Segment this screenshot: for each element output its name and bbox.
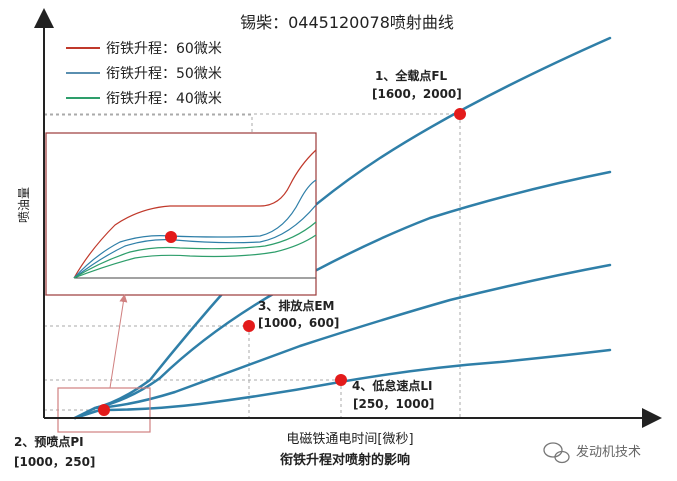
inset-curve-c <box>73 221 317 279</box>
marker-pi <box>98 404 110 416</box>
y-axis-label: 喷油量 <box>17 187 31 223</box>
chart-title: 锡柴：0445120078喷射曲线 <box>240 13 454 32</box>
zoom-box <box>57 387 151 433</box>
inset-curve-d <box>73 234 317 279</box>
legend-label-40: 衔铁升程：40微米 <box>106 91 222 107</box>
inset <box>43 114 317 296</box>
zoom-arrow <box>109 294 128 389</box>
label-li: 4、低怠速点LI <box>352 378 432 393</box>
coords-fl: [1600，2000] <box>372 87 462 101</box>
label-pi: 2、预喷点PI <box>14 434 84 449</box>
marker-em <box>243 320 255 332</box>
legend-label-60: 衔铁升程：60微米 <box>106 41 222 57</box>
inset-curves <box>73 149 317 279</box>
chart-subtitle: 衔铁升程对喷射的影响 <box>280 452 410 468</box>
guide-lines <box>44 113 461 418</box>
markers <box>98 108 466 416</box>
watermark: 发动机技术 <box>543 442 641 464</box>
coords-li: [250，1000] <box>353 397 434 411</box>
inset-marker <box>165 231 177 243</box>
label-em: 3、排放点EM <box>258 298 335 313</box>
axes <box>34 8 662 428</box>
point-labels: 1、全载点FL [1600，2000] 2、预喷点PI [1000，250] 3… <box>14 68 462 469</box>
inset-curve-a <box>73 179 317 279</box>
inset-curve-60 <box>73 149 317 279</box>
legend: 衔铁升程：60微米 衔铁升程：50微米 衔铁升程：40微米 <box>66 41 222 107</box>
watermark-text: 发动机技术 <box>576 444 641 460</box>
marker-li <box>335 374 347 386</box>
marker-fl <box>454 108 466 120</box>
x-axis-label: 电磁铁通电时间[微秒] <box>286 432 413 447</box>
coords-pi: [1000，250] <box>14 455 95 469</box>
wechat-icon <box>543 442 570 464</box>
curve-40 <box>73 263 612 420</box>
inset-curve-b <box>73 204 317 279</box>
legend-label-50: 衔铁升程：50微米 <box>106 66 222 82</box>
label-fl: 1、全载点FL <box>375 68 448 83</box>
coords-em: [1000，600] <box>258 316 339 330</box>
